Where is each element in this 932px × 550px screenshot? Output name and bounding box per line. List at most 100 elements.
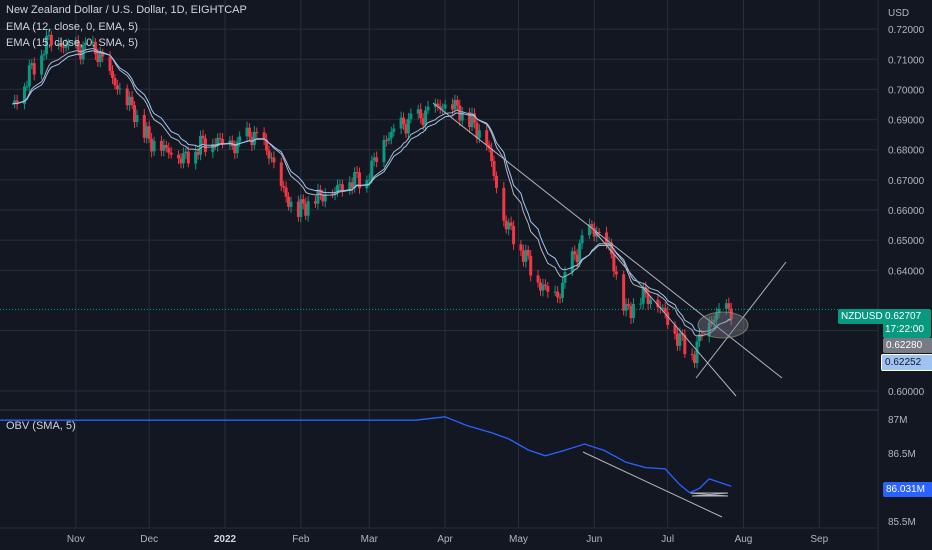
y-tick-label: 0.67000 [888, 176, 925, 187]
candle-body [304, 203, 308, 216]
candle-body [358, 172, 362, 189]
y-tick-label: 0.71000 [888, 55, 925, 66]
candle-body [421, 118, 425, 126]
candle-body [211, 144, 215, 153]
obv-trendline [582, 451, 723, 518]
grid [0, 0, 879, 550]
trendline-drawings[interactable] [432, 102, 787, 518]
candle-body [570, 251, 574, 273]
candles [13, 29, 733, 369]
legend-obv[interactable]: OBV (SMA, 5) [6, 420, 76, 432]
candle-body [406, 118, 410, 134]
obv-value-tag: 86.031M [883, 482, 932, 497]
candle-body [111, 70, 115, 78]
candle-body [66, 44, 70, 46]
candle-body [321, 194, 325, 202]
x-tick-label: Feb [292, 534, 310, 545]
candle-body [546, 286, 550, 292]
trendline-ascending [695, 261, 787, 379]
x-tick-label: Mar [361, 534, 379, 545]
candle-body [301, 199, 305, 204]
candle-body [573, 251, 577, 255]
candle-body [375, 157, 379, 163]
candle-body [695, 341, 699, 364]
candle-body [367, 179, 371, 181]
x-tick-label: Sep [810, 534, 828, 545]
candle-body [338, 184, 342, 186]
candle-body [316, 189, 320, 204]
candle-body [306, 201, 310, 216]
candle-body [558, 297, 562, 299]
candle-body [164, 144, 168, 148]
candle-body [40, 55, 44, 75]
candle-body [472, 113, 476, 123]
candle-body [196, 151, 200, 155]
candle-body [622, 274, 626, 311]
legend-title[interactable]: New Zealand Dollar / U.S. Dollar, 1D, EI… [6, 4, 247, 16]
legend-ema12[interactable]: EMA (12, close, 0, EMA, 5) [6, 21, 139, 33]
candle-body [350, 182, 354, 189]
candle-body [382, 140, 386, 163]
candle-body [74, 40, 78, 45]
x-tick-label: Apr [437, 534, 453, 545]
candle-body [553, 291, 557, 293]
candle-body [441, 108, 445, 110]
candle-body [323, 194, 327, 202]
candle-body [76, 40, 80, 50]
candle-body [712, 319, 716, 323]
candle-body [627, 304, 631, 306]
candle-body [289, 201, 293, 207]
candle-body [707, 322, 711, 337]
candle-body [494, 175, 498, 188]
candle-body [468, 112, 472, 128]
candle-body [13, 100, 17, 104]
candle-body [419, 109, 423, 119]
y-tick-label: 0.60000 [888, 387, 925, 398]
candle-body [30, 63, 34, 66]
candle-body [639, 303, 643, 305]
candle-body [179, 158, 183, 164]
candle-body [475, 122, 479, 139]
candle-body [44, 35, 48, 54]
candle-body [729, 308, 733, 320]
candle-body [194, 151, 198, 164]
candle-body [666, 312, 670, 325]
obv-tick-label: 86.5M [888, 449, 916, 460]
candle-body [715, 313, 719, 320]
candle-body [84, 42, 88, 46]
candle-body [101, 52, 105, 57]
candle-body [81, 45, 85, 60]
candle-body [235, 141, 239, 154]
legend-ema15[interactable]: EMA (15, close, 0, SMA, 5) [6, 37, 139, 49]
y-tick-label: 0.69000 [888, 116, 925, 127]
candle-body [470, 113, 474, 128]
candle-body [267, 150, 271, 159]
candle-body [348, 182, 352, 191]
symbol-tag: NZDUSD [838, 309, 886, 324]
candle-body [556, 291, 560, 298]
candle-body [424, 110, 428, 126]
candle-body [529, 255, 533, 276]
candle-body [269, 157, 273, 159]
candle-body [490, 148, 494, 161]
candle-body [629, 305, 633, 319]
candle-body [47, 34, 51, 36]
candle-body [521, 250, 525, 262]
ema15-line [12, 50, 732, 333]
candle-body [135, 114, 139, 123]
candle-body [592, 227, 596, 237]
candle-body [42, 53, 46, 56]
candle-body [675, 333, 679, 346]
candle-body [216, 137, 220, 146]
candle-body [150, 138, 154, 152]
candle-body [228, 140, 232, 144]
ema-lines [0, 47, 878, 337]
x-tick-label: Jul [661, 534, 674, 545]
x-tick-label: Nov [67, 534, 85, 545]
candle-body [404, 124, 408, 134]
y-axis-unit: USD [888, 8, 909, 19]
candle-body [145, 126, 149, 138]
x-tick-label: Dec [140, 534, 158, 545]
candle-body [519, 244, 523, 251]
